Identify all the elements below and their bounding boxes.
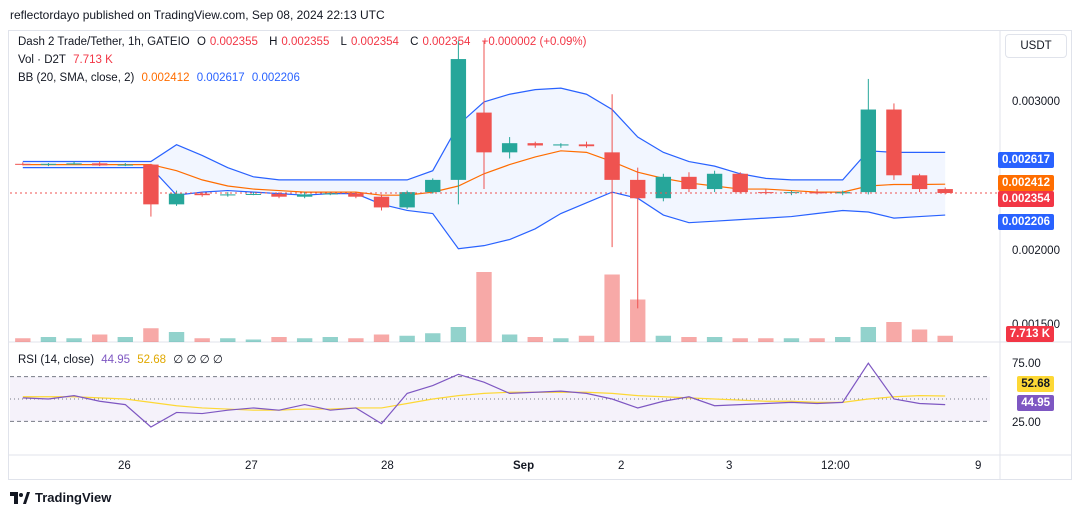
bb-mid-value: 0.002412 [141,72,190,84]
rsi-badge: 44.95 [1017,395,1054,411]
volume-value: 7.713 K [73,54,113,66]
rsi-legend: RSI (14, close) 44.95 52.68 ∅ ∅ ∅ ∅ [18,352,227,366]
currency-button[interactable]: USDT [1005,34,1067,58]
time-label-28: 28 [381,460,394,472]
price-tick-2: 0.002000 [1012,245,1060,257]
bb-upper-value: 0.002617 [196,72,245,84]
price-change: +0.000002 (+0.09%) [481,36,587,48]
time-label-1200: 12:00 [821,460,850,472]
time-label-3: 3 [726,460,733,472]
ohlc-close: C 0.002354 [410,36,471,48]
bb-legend: BB (20, SMA, close, 2) 0.002412 0.002617… [18,72,304,84]
symbol-title: Dash 2 Trade/Tether, 1h, GATEIO [18,36,190,48]
volume-label: Vol · D2T [18,54,66,66]
time-label-26: 26 [118,460,131,472]
bb-label: BB (20, SMA, close, 2) [18,72,135,84]
volume-legend: Vol · D2T 7.713 K [18,54,117,66]
bb-mid-badge: 0.002412 [998,175,1054,191]
bb-lower-badge: 0.002206 [998,214,1054,230]
attribution: reflectordayo published on TradingView.c… [10,8,385,22]
time-label-9: 9 [975,460,982,472]
time-label-27: 27 [245,460,258,472]
bb-lower-value: 0.002206 [251,72,300,84]
rsi-value: 44.95 [101,354,131,366]
ohlc-open: O 0.002355 [196,36,258,48]
volume-badge: 7.713 K [1005,326,1054,342]
symbol-legend: Dash 2 Trade/Tether, 1h, GATEIO O 0.00235… [18,36,590,48]
price-tick-1: 0.003000 [1012,96,1060,108]
time-label-2: 2 [618,460,625,472]
rsi-ma-value: 52.68 [137,354,167,366]
rsi-extra: ∅ ∅ ∅ ∅ [173,354,223,366]
brand-name: TradingView [35,490,112,505]
tradingview-icon [10,491,30,504]
rsi-tick-25: 25.00 [1012,417,1041,429]
chart-frame[interactable] [8,30,1072,480]
rsi-tick-75: 75.00 [1012,358,1041,370]
rsi-ma-badge: 52.68 [1017,376,1054,392]
rsi-label: RSI (14, close) [18,354,95,366]
time-label-sep: Sep [513,460,535,472]
ohlc-high: H 0.002355 [269,36,330,48]
close-price-badge: 0.002354 [998,191,1054,207]
bb-upper-badge: 0.002617 [998,152,1054,168]
ohlc-low: L 0.002354 [340,36,399,48]
tradingview-logo[interactable]: TradingView [10,490,111,505]
